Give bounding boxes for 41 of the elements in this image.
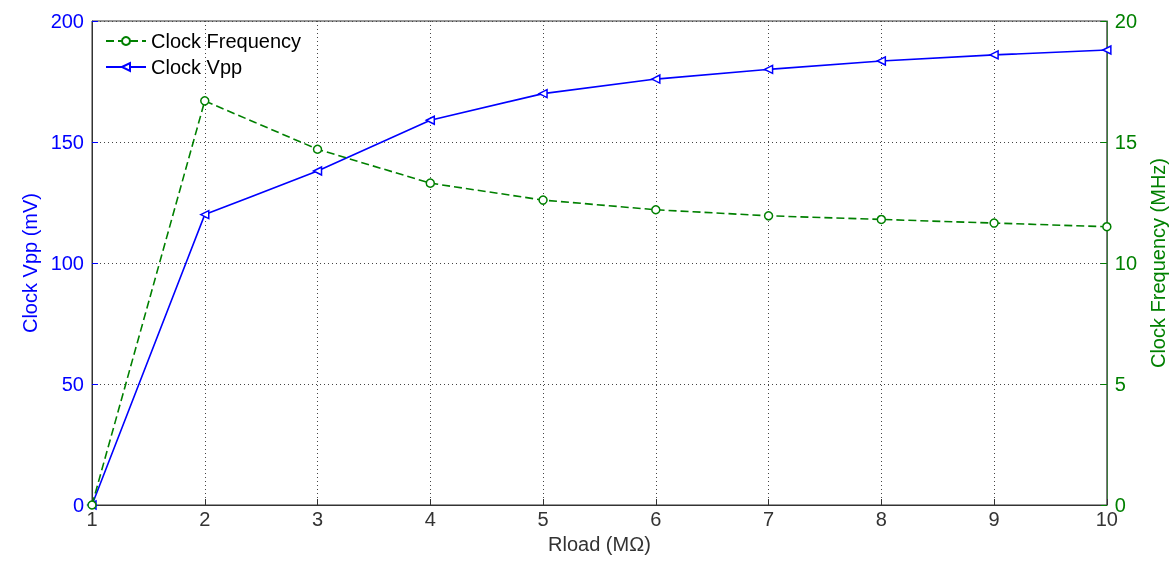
point xyxy=(538,195,548,205)
point xyxy=(200,96,210,106)
y2-axis-title: Clock Frequency (MHz) xyxy=(1147,157,1169,369)
legend-label: Clock Frequency xyxy=(151,30,302,52)
point xyxy=(312,166,323,176)
point xyxy=(763,211,774,221)
x-tick-label: 9 xyxy=(988,508,1000,530)
y-axis-title: Clock Vpp (mV) xyxy=(18,192,41,334)
point xyxy=(1102,45,1112,55)
y-tick-label: 150 xyxy=(50,131,84,153)
point xyxy=(651,74,661,84)
x-tick-label: 1 xyxy=(86,508,98,530)
point xyxy=(989,218,999,228)
x-tick-label: 3 xyxy=(311,508,324,530)
y-tick-label: 200 xyxy=(50,10,84,32)
point xyxy=(538,88,548,99)
y2-tick-label: 15 xyxy=(1114,131,1138,153)
y2-tick-label: 20 xyxy=(1114,10,1138,32)
point xyxy=(312,144,323,155)
y2-tick-label: 5 xyxy=(1114,373,1126,395)
x-tick-label: 4 xyxy=(424,508,436,530)
legend-label: Clock Vpp xyxy=(151,56,243,78)
point xyxy=(425,115,436,125)
x-tick-label: 7 xyxy=(763,508,775,530)
point xyxy=(876,214,887,225)
x-tick-label: 2 xyxy=(199,508,211,530)
x-tick-label: 5 xyxy=(537,508,549,530)
x-axis-title: Rload (MΩ) xyxy=(548,532,651,555)
y-tick-label: 100 xyxy=(50,252,84,274)
x-tick-label: 8 xyxy=(875,508,887,530)
point xyxy=(200,209,210,220)
point xyxy=(989,50,999,60)
point xyxy=(1102,221,1112,232)
y-tick-label: 50 xyxy=(61,373,84,395)
point xyxy=(425,178,436,188)
y2-tick-label: 10 xyxy=(1114,252,1138,274)
point xyxy=(763,64,774,75)
point xyxy=(876,56,887,66)
y-tick-label: 0 xyxy=(72,494,84,516)
x-tick-label: 6 xyxy=(650,508,662,530)
point xyxy=(651,205,661,215)
